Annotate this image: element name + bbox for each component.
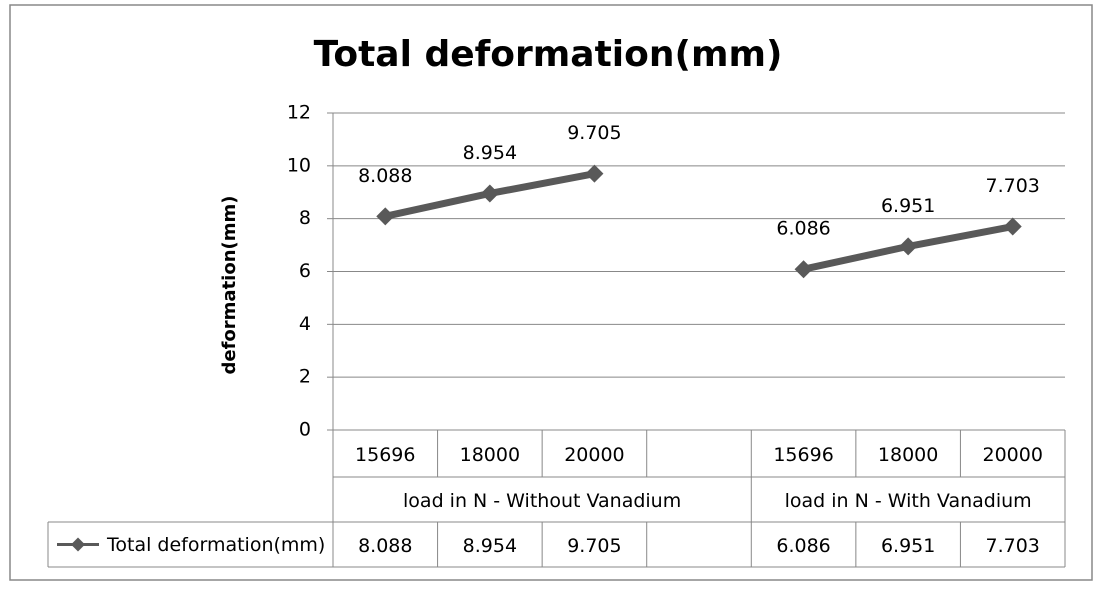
data-label: 6.951 (881, 195, 935, 217)
data-label: 8.954 (463, 142, 517, 164)
x-tick-label: 20000 (564, 444, 624, 466)
data-label: 9.705 (567, 122, 621, 144)
y-tick-label: 0 (299, 419, 311, 441)
y-tick-label: 6 (299, 260, 311, 282)
marker (376, 207, 395, 226)
category-group-label: load in N - Without Vanadium (403, 490, 681, 512)
marker (794, 260, 813, 279)
legend-label: Total deformation(mm) (106, 534, 325, 556)
table-value: 6.086 (776, 535, 830, 557)
marker (585, 164, 604, 183)
category-group-label: load in N - With Vanadium (785, 490, 1032, 512)
y-tick-label: 4 (299, 313, 311, 335)
marker (1003, 217, 1022, 236)
marker (899, 237, 918, 256)
x-tick-label: 15696 (355, 444, 415, 466)
y-tick-label: 12 (287, 102, 311, 124)
x-tick-label: 18000 (878, 444, 938, 466)
table-value: 8.088 (358, 535, 412, 557)
data-label: 6.086 (776, 218, 830, 240)
data-label: 7.703 (986, 175, 1040, 197)
y-tick-label: 8 (299, 207, 311, 229)
legend-marker (71, 537, 85, 552)
table-value: 9.705 (567, 535, 621, 557)
x-tick-label: 20000 (982, 444, 1042, 466)
table-value: 8.954 (463, 535, 517, 557)
table-value: 6.951 (881, 535, 935, 557)
x-tick-label: 18000 (460, 444, 520, 466)
chart-border (9, 4, 1093, 581)
y-tick-label: 2 (299, 366, 311, 388)
data-label: 8.088 (358, 165, 412, 187)
chart-title: Total deformation(mm) (314, 34, 783, 75)
y-tick-label: 10 (287, 154, 311, 176)
y-axis-title: deformation(mm) (219, 196, 240, 375)
table-value: 7.703 (986, 535, 1040, 557)
marker (480, 184, 499, 203)
x-tick-label: 15696 (773, 444, 833, 466)
